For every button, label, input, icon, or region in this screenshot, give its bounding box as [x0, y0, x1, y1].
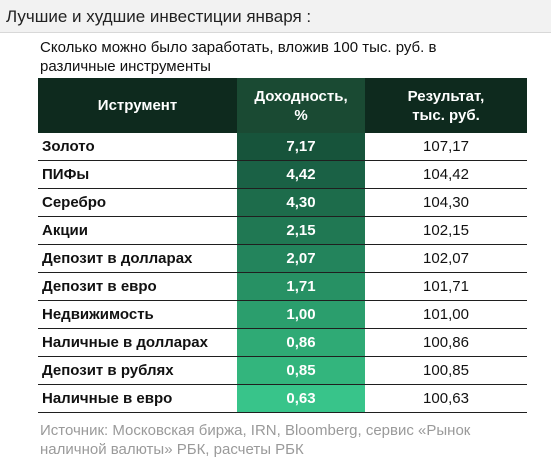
yield-cell: 7,17 — [237, 133, 365, 161]
instrument-name: Наличные в евро — [38, 384, 237, 413]
result-cell: 101,00 — [365, 300, 527, 329]
table-row: Серебро 4,30 104,30 — [38, 188, 527, 217]
yield-cell: 0,86 — [237, 328, 365, 357]
table-row: Акции 2,15 102,15 — [38, 216, 527, 245]
instrument-name: Наличные в долларах — [38, 328, 237, 357]
header-result: Результат, тыс. руб. — [365, 78, 527, 133]
result-cell: 104,42 — [365, 160, 527, 189]
table-row: Недвижимость 1,00 101,00 — [38, 300, 527, 329]
result-cell: 107,17 — [365, 133, 527, 161]
yield-cell: 2,15 — [237, 216, 365, 245]
instrument-name: Депозит в евро — [38, 272, 237, 301]
table-row: Депозит в рублях 0,85 100,85 — [38, 356, 527, 385]
result-cell: 101,71 — [365, 272, 527, 301]
result-cell: 100,63 — [365, 384, 527, 413]
source-note: Источник: Московская биржа, IRN, Bloombe… — [40, 422, 471, 458]
instrument-name: Серебро — [38, 188, 237, 217]
top-bar: Лучшие и худшие инвестиции января : — [0, 0, 551, 33]
header-result-label: Результат, тыс. руб. — [407, 87, 485, 124]
instrument-name: ПИФы — [38, 160, 237, 189]
instrument-name: Депозит в рублях — [38, 356, 237, 385]
table-row: Депозит в евро 1,71 101,71 — [38, 272, 527, 301]
page-title: Лучшие и худшие инвестиции января : — [6, 7, 312, 26]
result-cell: 100,86 — [365, 328, 527, 357]
header-yield: Доходность, % — [237, 78, 365, 133]
yield-cell: 1,71 — [237, 272, 365, 301]
header-instrument: Иструмент — [38, 78, 237, 133]
table-row: Золото 7,17 107,17 — [38, 133, 527, 161]
instrument-name: Золото — [38, 133, 237, 161]
header-yield-label: Доходность, % — [254, 87, 348, 124]
yield-cell: 0,63 — [237, 384, 365, 413]
result-cell: 102,07 — [365, 244, 527, 273]
instrument-name: Депозит в долларах — [38, 244, 237, 273]
result-cell: 100,85 — [365, 356, 527, 385]
table-row: Наличные в евро 0,63 100,63 — [38, 384, 527, 413]
yield-cell: 2,07 — [237, 244, 365, 273]
table-row: Депозит в долларах 2,07 102,07 — [38, 244, 527, 273]
table-header-row: Иструмент Доходность, % Результат, тыс. … — [38, 78, 527, 133]
instrument-name: Акции — [38, 216, 237, 245]
table-body: Золото 7,17 107,17 ПИФы 4,42 104,42 Серебро 4,3… — [38, 133, 527, 413]
yield-cell: 4,30 — [237, 188, 365, 217]
table-subtitle: Сколько можно было заработать, вложив 10… — [40, 39, 437, 75]
result-cell: 102,15 — [365, 216, 527, 245]
table-row: ПИФы 4,42 104,42 — [38, 160, 527, 189]
yield-cell: 4,42 — [237, 160, 365, 189]
result-cell: 104,30 — [365, 188, 527, 217]
yield-cell: 0,85 — [237, 356, 365, 385]
investments-table: Иструмент Доходность, % Результат, тыс. … — [38, 78, 527, 413]
instrument-name: Недвижимость — [38, 300, 237, 329]
table-row: Наличные в долларах 0,86 100,86 — [38, 328, 527, 357]
yield-cell: 1,00 — [237, 300, 365, 329]
